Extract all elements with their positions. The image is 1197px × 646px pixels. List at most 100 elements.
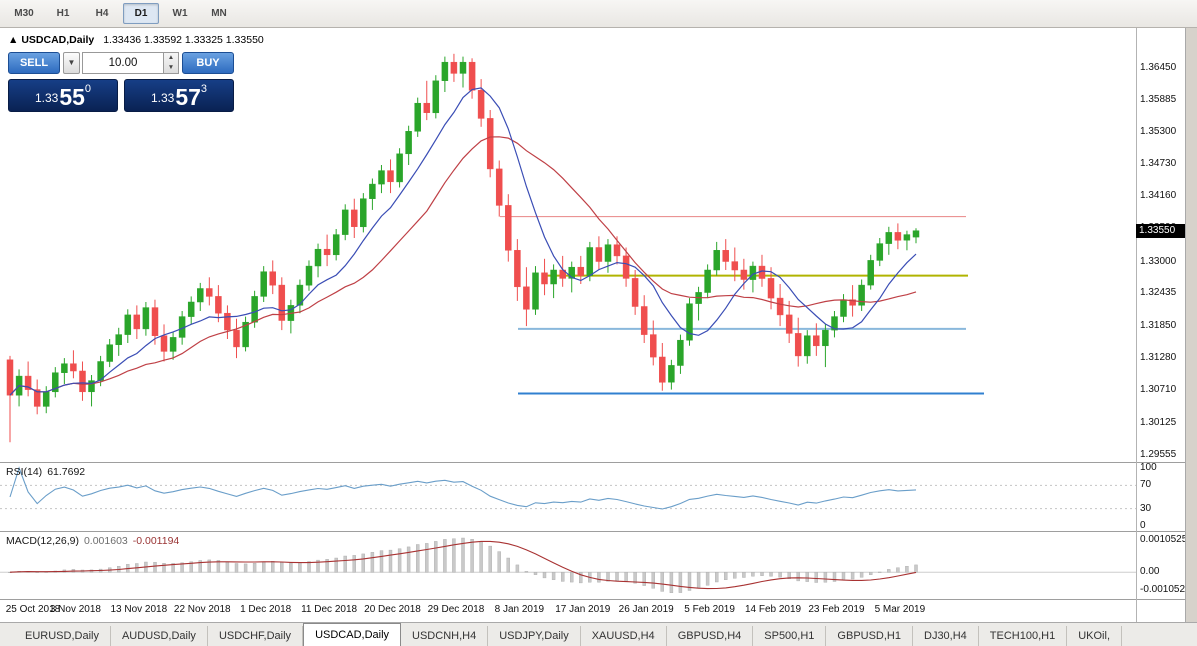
price-axis-label: 1.36450 [1140, 61, 1177, 73]
chart-tab-gbpusd-h1[interactable]: GBPUSD,H1 [826, 626, 913, 646]
macd-main-value: 0.001603 [83, 535, 128, 547]
macd-canvas[interactable] [0, 532, 1136, 599]
sell-price-pipette: 0 [84, 83, 92, 95]
date-axis-label: 23 Feb 2019 [808, 604, 865, 615]
chart-tab-usdcad-daily[interactable]: USDCAD,Daily [303, 623, 402, 646]
price-axis-label: 1.32435 [1140, 287, 1177, 299]
chart-tab-gbpusd-h4[interactable]: GBPUSD,H4 [667, 626, 754, 646]
macd-axis[interactable]: 0.0010525 0.00 -0.0010525 [1137, 532, 1191, 599]
chart-tab-usdjpy-daily[interactable]: USDJPY,Daily [488, 626, 581, 646]
window-right-strip [1185, 28, 1197, 622]
rsi-axis[interactable]: 100 70 30 0 [1137, 462, 1185, 531]
stepper-down-icon[interactable]: ▼ [167, 64, 175, 71]
trade-prices-row: 1.33 55 0 1.33 57 3 [8, 79, 234, 112]
date-axis-label: 26 Jan 2019 [618, 604, 674, 615]
price-axis-label: 1.29555 [1140, 448, 1177, 460]
chart-tab-audusd-daily[interactable]: AUDUSD,Daily [111, 626, 208, 646]
buy-price-pipette: 3 [200, 83, 208, 95]
timeframe-toolbar: M30 H1 H4 D1 W1 MN [0, 0, 1197, 28]
price-axis-label: 1.34160 [1140, 190, 1177, 202]
chart-ohlc-values: 1.33436 1.33592 1.33325 1.33550 [103, 34, 264, 46]
date-axis-label: 11 Dec 2018 [301, 604, 358, 615]
one-click-trading-panel: SELL ▼ 10.00 ▲ ▼ BUY 1.33 55 0 [8, 52, 234, 112]
rsi-name: RSI(14) [6, 466, 43, 478]
volume-stepper[interactable]: ▲ ▼ [164, 52, 179, 74]
date-axis-label: 20 Dec 2018 [364, 604, 421, 615]
date-axis-label: 8 Jan 2019 [494, 604, 545, 615]
price-axis[interactable]: 1.33550 1.36450 1.35885 1.35300 1.34730 1.34… [1136, 28, 1185, 462]
stepper-up-icon[interactable]: ▲ [167, 54, 175, 61]
rsi-axis-label: 0 [1140, 520, 1146, 531]
date-axis-label: 5 Feb 2019 [684, 604, 735, 615]
sell-price-display[interactable]: 1.33 55 0 [8, 79, 118, 112]
timeframe-button-mn[interactable]: MN [211, 8, 227, 19]
rsi-label: RSI(14) 61.7692 [6, 466, 85, 478]
chart-title: ▲ USDCAD,Daily 1.33436 1.33592 1.33325 1… [8, 34, 264, 46]
rsi-axis-label: 30 [1140, 502, 1152, 514]
axis-separator-line [1136, 28, 1137, 622]
buy-price-display[interactable]: 1.33 57 3 [124, 79, 234, 112]
date-axis-label: 13 Nov 2018 [110, 604, 168, 615]
date-axis-label: 5 Mar 2019 [874, 604, 926, 615]
macd-axis-label: -0.0010525 [1140, 584, 1191, 595]
main-chart-canvas[interactable] [0, 28, 1136, 462]
price-axis-label: 1.35300 [1140, 126, 1177, 138]
date-axis-label: 29 Dec 2018 [427, 604, 485, 615]
chart-tab-eurusd-daily[interactable]: EURUSD,Daily [14, 626, 111, 646]
timeframe-button-w1[interactable]: W1 [172, 8, 188, 19]
price-axis-label: 1.30125 [1140, 416, 1177, 428]
sell-price-big-digits: 55 [59, 84, 85, 110]
volume-dropdown[interactable]: ▼ [63, 52, 80, 74]
buy-button[interactable]: BUY [182, 52, 234, 74]
price-axis-label: 1.31280 [1140, 352, 1177, 364]
main-chart-pane: ▲ USDCAD,Daily 1.33436 1.33592 1.33325 1… [0, 28, 1185, 462]
timeframe-button-group: M30 H1 H4 D1 W1 MN [6, 3, 240, 24]
date-axis-label: 25 Oct 2018 [5, 604, 61, 615]
rsi-axis-label: 70 [1140, 479, 1152, 491]
volume-input[interactable]: 10.00 [82, 52, 164, 74]
chart-symbol-label: USDCAD,Daily [21, 34, 95, 46]
price-axis-label: 1.30710 [1140, 384, 1177, 396]
trade-controls-row: SELL ▼ 10.00 ▲ ▼ BUY [8, 52, 234, 74]
date-axis-label: 14 Feb 2019 [744, 604, 802, 615]
chevron-down-icon: ▼ [67, 58, 76, 67]
sell-button[interactable]: SELL [8, 52, 60, 74]
date-axis[interactable]: 25 Oct 2018 3 Nov 2018 13 Nov 2018 22 Nov 2… [0, 599, 1185, 623]
chart-tab-usdcnh-h4[interactable]: USDCNH,H4 [401, 626, 489, 646]
timeframe-button-h1[interactable]: H1 [56, 8, 70, 19]
timeframe-button-h4[interactable]: H4 [95, 8, 109, 19]
chart-window: ▲ USDCAD,Daily 1.33436 1.33592 1.33325 1… [0, 28, 1191, 623]
chart-tab-usdchf-daily[interactable]: USDCHF,Daily [208, 626, 304, 646]
timeframe-button-m30[interactable]: M30 [14, 8, 34, 19]
current-price-badge: 1.33550 [1136, 223, 1185, 238]
macd-label: MACD(12,26,9) 0.001603 -0.001194 [6, 535, 179, 547]
timeframe-button-d1[interactable]: D1 [123, 3, 159, 24]
buy-price-big-digits: 57 [175, 84, 201, 110]
macd-axis-label: 0.0010525 [1140, 534, 1188, 545]
chart-tab-bar: EURUSD,Daily AUDUSD,Daily USDCHF,Daily USDC… [0, 622, 1197, 646]
price-axis-label: 1.35885 [1140, 93, 1177, 105]
date-axis-label: 3 Nov 2018 [49, 604, 101, 615]
collapse-arrow-icon[interactable]: ▲ [8, 34, 19, 46]
date-axis-label: 17 Jan 2019 [555, 604, 611, 615]
macd-signal-value: -0.001194 [132, 535, 180, 547]
macd-indicator-pane: MACD(12,26,9) 0.001603 -0.001194 0.0010525… [0, 531, 1191, 599]
date-axis-label: 1 Dec 2018 [240, 604, 292, 615]
rsi-value: 61.7692 [47, 466, 86, 478]
rsi-indicator-pane: RSI(14) 61.7692 100 70 30 0 [0, 462, 1185, 531]
rsi-axis-label: 100 [1140, 462, 1157, 473]
macd-axis-label: 0.00 [1140, 566, 1160, 578]
chart-tab-tech100-h1[interactable]: TECH100,H1 [979, 626, 1068, 646]
sell-price-prefix: 1.33 [34, 91, 59, 105]
chart-tab-xauusd-h4[interactable]: XAUUSD,H4 [581, 626, 667, 646]
chart-tab-dj30-h4[interactable]: DJ30,H4 [913, 626, 979, 646]
date-axis-label: 22 Nov 2018 [173, 604, 231, 615]
price-axis-label: 1.31850 [1140, 320, 1177, 332]
chart-tab-sp500-h1[interactable]: SP500,H1 [753, 626, 827, 646]
rsi-canvas[interactable] [0, 463, 1136, 531]
macd-name: MACD(12,26,9) [6, 535, 79, 547]
buy-price-prefix: 1.33 [150, 91, 175, 105]
price-axis-label: 1.33000 [1140, 255, 1177, 267]
chart-tab-ukoil[interactable]: UKOil, [1067, 626, 1122, 646]
